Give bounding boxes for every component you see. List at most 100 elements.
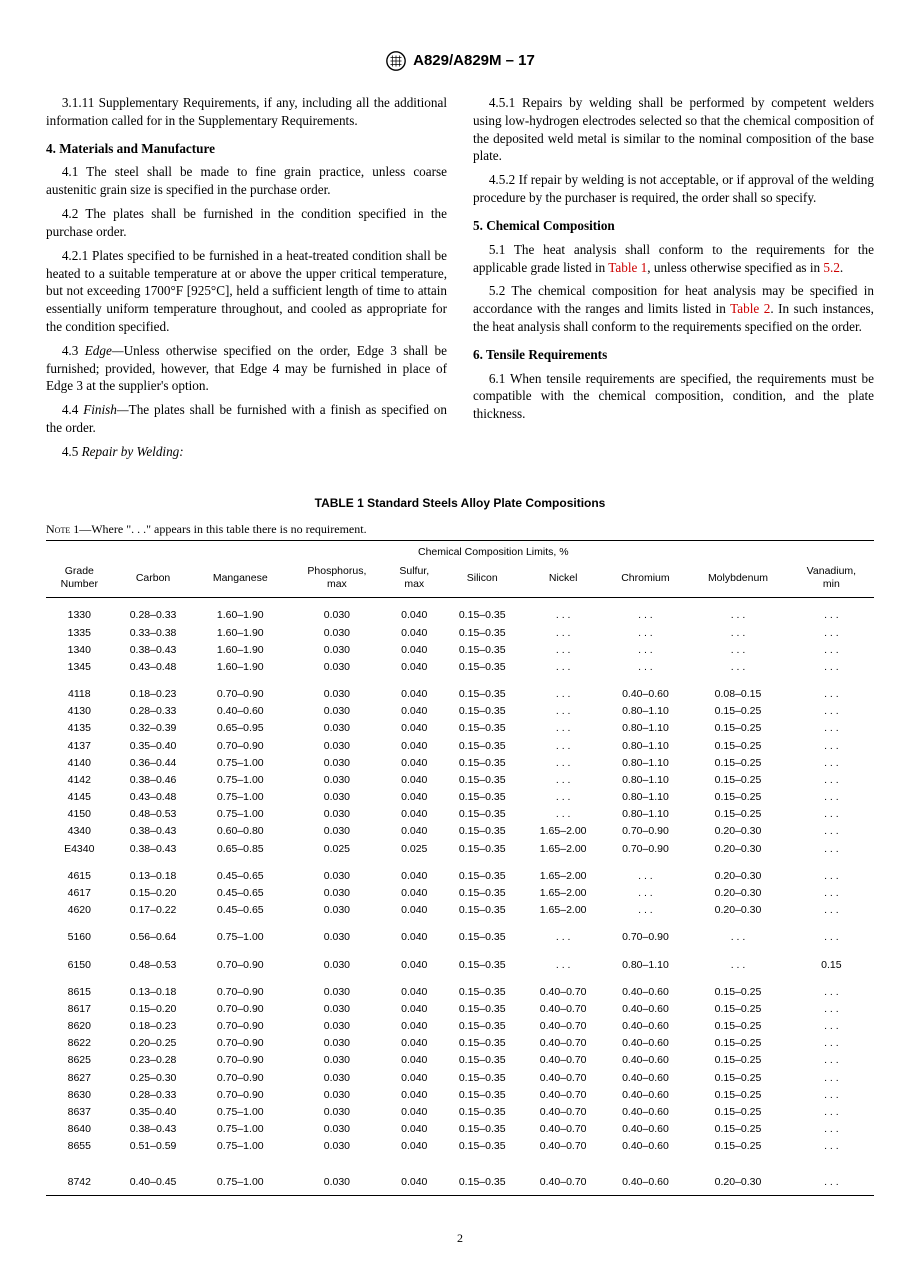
link-table-2[interactable]: Table 2 [730,301,770,316]
table-cell: 0.030 [287,1103,387,1120]
table-cell: 0.40–0.70 [523,1121,604,1138]
table-cell: 0.040 [387,1000,442,1017]
table-cell: 4615 [46,867,113,884]
table-cell: 0.48–0.53 [113,956,194,973]
table-row: 86150.13–0.180.70–0.900.0300.0400.15–0.3… [46,983,874,1000]
table-cell: 0.40–0.70 [523,1165,604,1196]
table-cell: 0.030 [287,1052,387,1069]
para-4-1: 4.1 The steel shall be made to fine grai… [46,163,447,199]
table-cell: 4118 [46,686,113,703]
p45-term: Repair by Welding: [82,444,184,459]
right-column: 4.5.1 Repairs by welding shall be perfor… [473,94,874,467]
table-cell: . . . [789,686,874,703]
table-cell: 0.040 [387,806,442,823]
table-cell: 0.15–0.35 [442,840,523,857]
table-cell: . . . [789,703,874,720]
note-text: 1—Where ". . ." appears in this table th… [70,522,366,536]
table-cell: 0.15–0.35 [442,1086,523,1103]
table-cell: 4135 [46,720,113,737]
table-cell: 0.030 [287,703,387,720]
table-cell: 0.33–0.38 [113,624,194,641]
table-cell: 4142 [46,771,113,788]
table-cell: . . . [789,737,874,754]
table-cell: 0.15–0.35 [442,598,523,624]
table-cell: 0.15–0.25 [687,1018,789,1035]
table-body: 13300.28–0.331.60–1.900.0300.0400.15–0.3… [46,598,874,1196]
table-cell: 0.70–0.90 [604,823,688,840]
left-column: 3.1.11 Supplementary Requirements, if an… [46,94,447,467]
table-cell: 0.030 [287,1000,387,1017]
table-cell: 0.040 [387,983,442,1000]
table-cell: . . . [789,902,874,919]
table-cell: 0.15–0.35 [442,1121,523,1138]
table-cell: 8742 [46,1165,113,1196]
table-cell: 0.15–0.35 [442,1138,523,1155]
table-cell: 0.15–0.25 [687,1052,789,1069]
table-cell: 0.40–0.70 [523,1086,604,1103]
table-cell: 0.80–1.10 [604,703,688,720]
table-cell: 0.15–0.35 [442,789,523,806]
para-4-5: 4.5 Repair by Welding: [46,443,447,461]
table-cell: . . . [523,598,604,624]
para-4-2-1: 4.2.1 Plates specified to be furnished i… [46,247,447,336]
table-cell: 0.15–0.25 [687,1086,789,1103]
table-cell: 0.15–0.35 [442,929,523,946]
table-cell: . . . [789,641,874,658]
table-cell: 1335 [46,624,113,641]
table-row: 41370.35–0.400.70–0.900.0300.0400.15–0.3… [46,737,874,754]
table-cell: 0.40–0.60 [604,1069,688,1086]
table-cell: . . . [789,789,874,806]
group-gap [46,919,874,929]
blank-cell [46,541,113,564]
doc-id: A829/A829M – 17 [413,51,535,71]
table-cell: 0.040 [387,1069,442,1086]
table-cell: 0.040 [387,956,442,973]
p45-lead: 4.5 [62,444,82,459]
section-5-heading: 5. Chemical Composition [473,217,874,235]
table-cell: 0.040 [387,885,442,902]
table-cell: 0.43–0.48 [113,658,194,675]
table-cell: 0.030 [287,1018,387,1035]
table-cell: 0.040 [387,624,442,641]
table-cell: 8620 [46,1018,113,1035]
col-header: Vanadium,min [789,563,874,598]
table-cell: 0.70–0.90 [194,686,287,703]
para-6-1: 6.1 When tensile requirements are specif… [473,370,874,423]
table-cell: 0.40–0.70 [523,1052,604,1069]
table-cell: 0.80–1.10 [604,737,688,754]
table-cell: 0.030 [287,823,387,840]
p51-b: , unless otherwise speci­fied as in [647,260,823,275]
table-cell: . . . [789,867,874,884]
link-table-1[interactable]: Table 1 [608,260,647,275]
table-cell: 0.030 [287,983,387,1000]
col-header: Molybdenum [687,563,789,598]
table-cell: . . . [687,929,789,946]
table-row: 41500.48–0.530.75–1.000.0300.0400.15–0.3… [46,806,874,823]
table-cell: 0.56–0.64 [113,929,194,946]
table-cell: . . . [523,754,604,771]
table-cell: 0.030 [287,771,387,788]
table-cell: 0.040 [387,1138,442,1155]
table-cell: . . . [789,1035,874,1052]
table-cell: 0.70–0.90 [194,1018,287,1035]
table-cell: 0.70–0.90 [194,1000,287,1017]
table-row: 43400.38–0.430.60–0.800.0300.0400.15–0.3… [46,823,874,840]
para-3-1-11: 3.1.11 Supplementary Requirements, if an… [46,94,447,130]
col-header: Nickel [523,563,604,598]
table-cell: 0.15–0.35 [442,658,523,675]
table-row: 46170.15–0.200.45–0.650.0300.0400.15–0.3… [46,885,874,902]
table-cell: . . . [523,720,604,737]
table-cell: 0.040 [387,641,442,658]
table-cell: . . . [789,624,874,641]
link-5-2[interactable]: 5.2 [823,260,839,275]
table-cell: 0.65–0.95 [194,720,287,737]
table-cell: 0.030 [287,1138,387,1155]
table-cell: 1.65–2.00 [523,823,604,840]
table-cell: 0.75–1.00 [194,929,287,946]
table-cell: 0.80–1.10 [604,720,688,737]
group-gap [46,676,874,686]
table-row: 86220.20–0.250.70–0.900.0300.0400.15–0.3… [46,1035,874,1052]
table-cell: 0.025 [287,840,387,857]
table-cell: 0.030 [287,929,387,946]
table-cell: 0.38–0.43 [113,840,194,857]
